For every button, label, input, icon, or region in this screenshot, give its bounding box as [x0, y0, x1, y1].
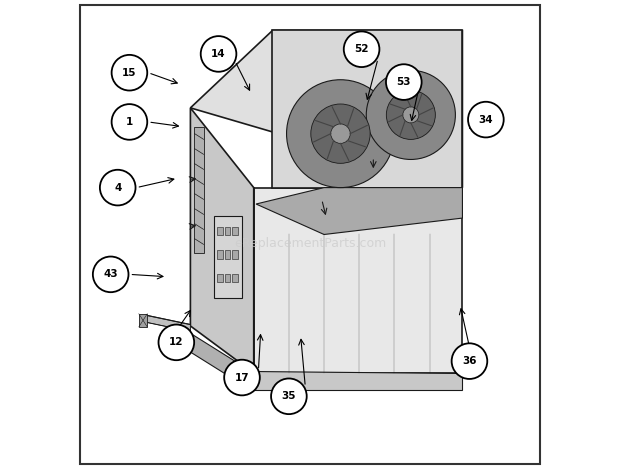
- Text: 34: 34: [479, 114, 493, 125]
- Polygon shape: [190, 108, 254, 373]
- Circle shape: [224, 360, 260, 395]
- Circle shape: [286, 80, 394, 188]
- Circle shape: [100, 170, 136, 205]
- Circle shape: [386, 91, 435, 139]
- Text: 14: 14: [211, 49, 226, 59]
- Circle shape: [331, 124, 350, 144]
- Bar: [217, 274, 223, 282]
- Circle shape: [93, 257, 128, 292]
- Circle shape: [366, 70, 455, 159]
- Text: 36: 36: [462, 356, 477, 366]
- Text: 35: 35: [281, 391, 296, 401]
- Circle shape: [386, 64, 422, 100]
- Circle shape: [159, 325, 194, 360]
- Polygon shape: [214, 216, 242, 298]
- Circle shape: [311, 104, 370, 163]
- Bar: [139, 314, 148, 327]
- Polygon shape: [254, 188, 463, 373]
- Bar: [224, 250, 230, 259]
- Bar: [224, 274, 230, 282]
- Text: 4: 4: [114, 182, 122, 193]
- Circle shape: [451, 343, 487, 379]
- Text: 17: 17: [235, 372, 249, 383]
- Bar: [217, 250, 223, 259]
- Polygon shape: [179, 326, 251, 390]
- Text: 53: 53: [397, 77, 411, 87]
- Bar: [217, 227, 223, 235]
- Polygon shape: [146, 315, 190, 332]
- Text: 52: 52: [355, 44, 369, 54]
- Circle shape: [271, 378, 307, 414]
- Circle shape: [468, 102, 503, 137]
- Polygon shape: [251, 371, 463, 390]
- Circle shape: [112, 104, 148, 140]
- Bar: [232, 227, 238, 235]
- Bar: [224, 227, 230, 235]
- Polygon shape: [190, 30, 463, 188]
- Polygon shape: [193, 127, 205, 253]
- Text: eReplacementParts.com: eReplacementParts.com: [234, 237, 386, 250]
- Circle shape: [201, 36, 236, 72]
- Bar: [232, 274, 238, 282]
- Text: 12: 12: [169, 337, 184, 348]
- Polygon shape: [272, 30, 463, 188]
- Circle shape: [403, 107, 419, 123]
- Circle shape: [343, 31, 379, 67]
- Circle shape: [112, 55, 148, 91]
- Text: 43: 43: [104, 269, 118, 280]
- Text: 15: 15: [122, 68, 136, 78]
- Bar: [232, 250, 238, 259]
- Polygon shape: [256, 188, 463, 234]
- Text: 1: 1: [126, 117, 133, 127]
